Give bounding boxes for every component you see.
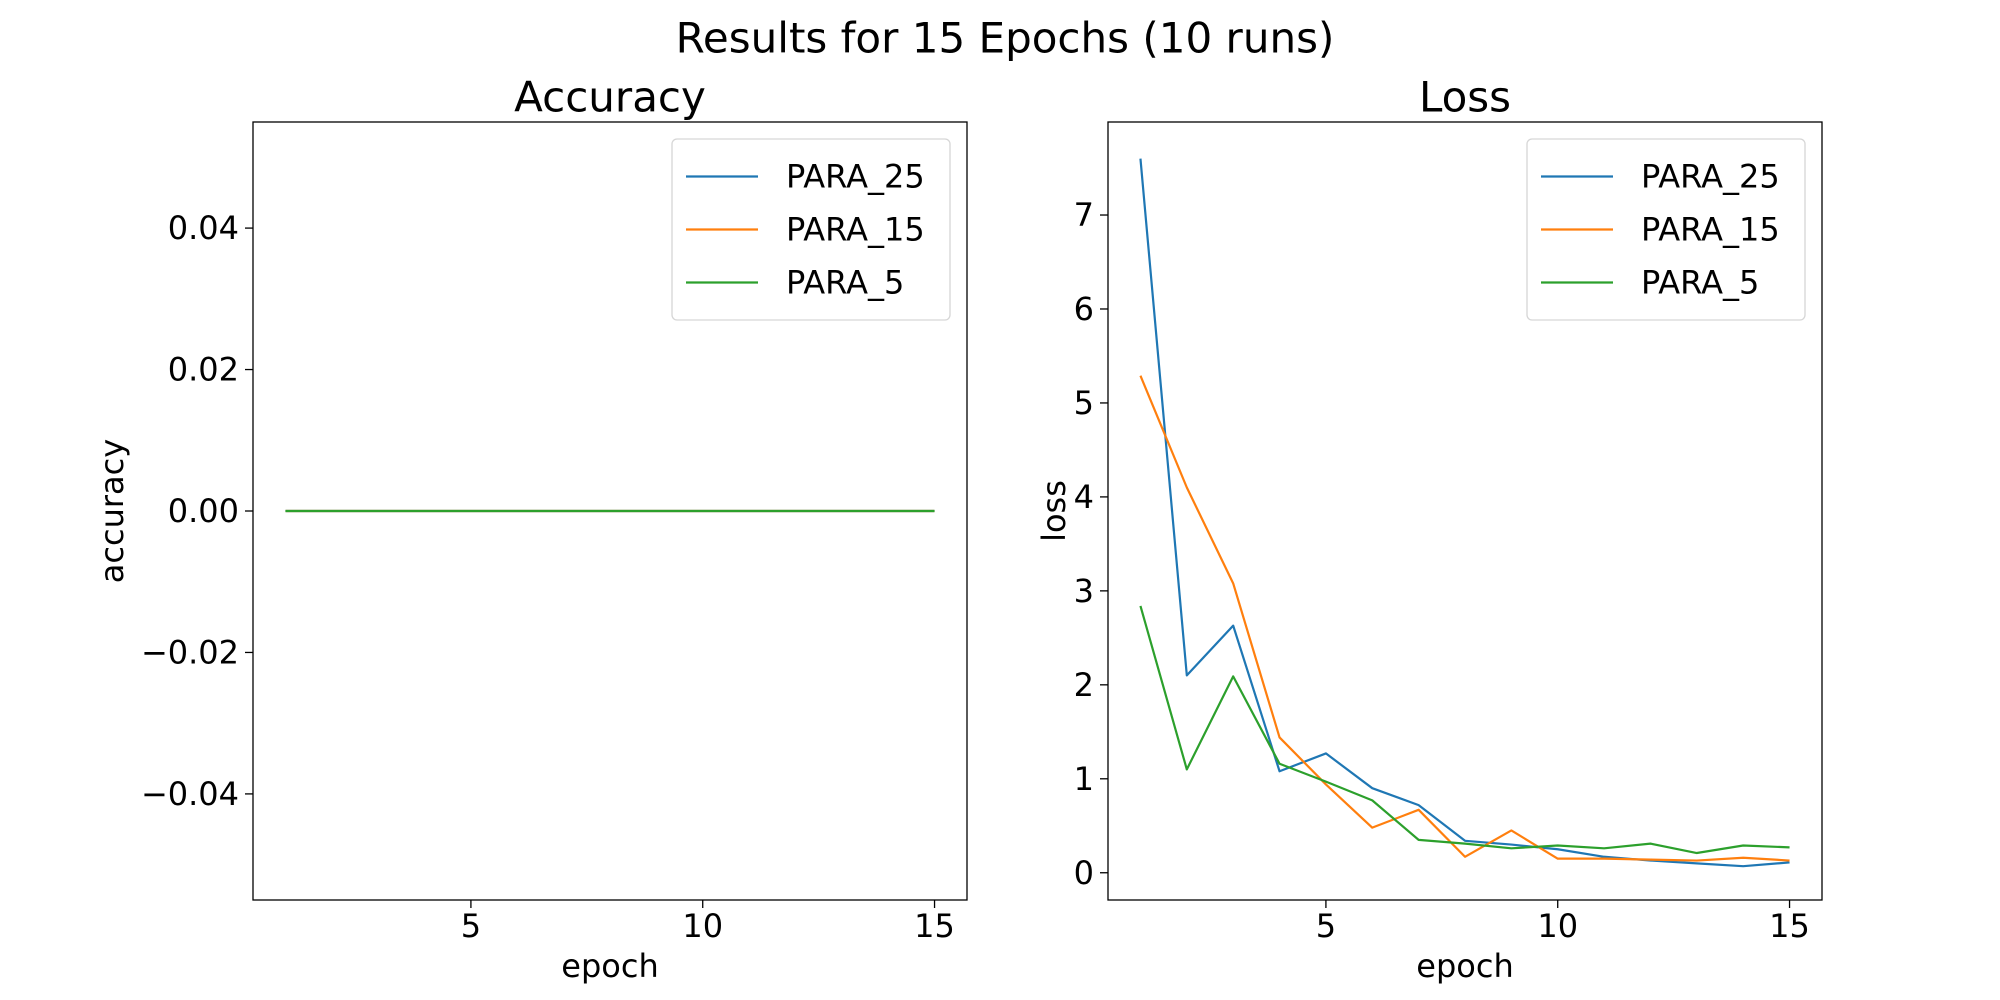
accuracy-ytick-label: −0.04 xyxy=(141,775,239,813)
accuracy-legend-box xyxy=(671,138,951,321)
accuracy-xtick-label: 10 xyxy=(682,907,723,945)
accuracy-legend-label: PARA_15 xyxy=(786,211,925,249)
loss-legend-label: PARA_5 xyxy=(1641,264,1759,302)
accuracy-ytick-label: 0.00 xyxy=(168,492,239,530)
accuracy-legend: PARA_25 PARA_15 PARA_5 xyxy=(671,138,951,321)
loss-series-line-para-5 xyxy=(1139,605,1790,855)
accuracy-legend-label: PARA_5 xyxy=(786,264,904,302)
loss-ytick-label: 6 xyxy=(1074,290,1094,328)
accuracy-title: Accuracy xyxy=(514,73,706,122)
accuracy-ytick-label: −0.02 xyxy=(141,633,239,671)
loss-plot-frame xyxy=(1107,121,1823,901)
loss-series-line-para-25 xyxy=(1139,158,1790,868)
loss-xtick-label: 10 xyxy=(1537,907,1578,945)
loss-xtick-label: 5 xyxy=(1316,907,1336,945)
loss-ytick-label: 3 xyxy=(1074,572,1094,610)
accuracy-ytick-label: 0.02 xyxy=(168,351,239,389)
figure-title: Results for 15 Epochs (10 runs) xyxy=(676,14,1335,63)
loss-legend-label: PARA_15 xyxy=(1641,211,1780,249)
loss-ytick-label: 1 xyxy=(1074,760,1094,798)
loss-ytick-label: 0 xyxy=(1074,854,1094,892)
loss-ytick-label: 2 xyxy=(1074,666,1094,704)
accuracy-y-axis-label: accuracy xyxy=(93,439,131,583)
loss-legend-box xyxy=(1526,138,1806,321)
loss-legend: PARA_25 PARA_15 PARA_5 xyxy=(1526,138,1806,321)
loss-legend-label: PARA_25 xyxy=(1641,158,1780,196)
loss-ytick-label: 4 xyxy=(1074,478,1094,516)
loss-y-axis-label: loss xyxy=(1035,480,1073,542)
loss-x-axis-label: epoch xyxy=(1416,947,1513,985)
accuracy-subplot: Accuracy 5 10 15 0.04 0.02 0.00 −0.02 −0.04 epoch… xyxy=(93,73,968,985)
accuracy-xtick-label: 5 xyxy=(461,907,481,945)
loss-series-line-para-15 xyxy=(1139,375,1790,862)
accuracy-ytick-label: 0.04 xyxy=(168,209,239,247)
loss-title: Loss xyxy=(1419,73,1511,122)
loss-xtick-label: 15 xyxy=(1769,907,1810,945)
loss-subplot: Loss 5 10 15 0 1 2 3 4 5 6 7 epoch loss PARA_25 PARA_15… xyxy=(1035,73,1823,985)
loss-ytick-label: 5 xyxy=(1074,384,1094,422)
accuracy-legend-label: PARA_25 xyxy=(786,158,925,196)
accuracy-x-axis-label: epoch xyxy=(561,947,658,985)
loss-ytick-label: 7 xyxy=(1074,196,1094,234)
accuracy-xtick-label: 15 xyxy=(914,907,955,945)
